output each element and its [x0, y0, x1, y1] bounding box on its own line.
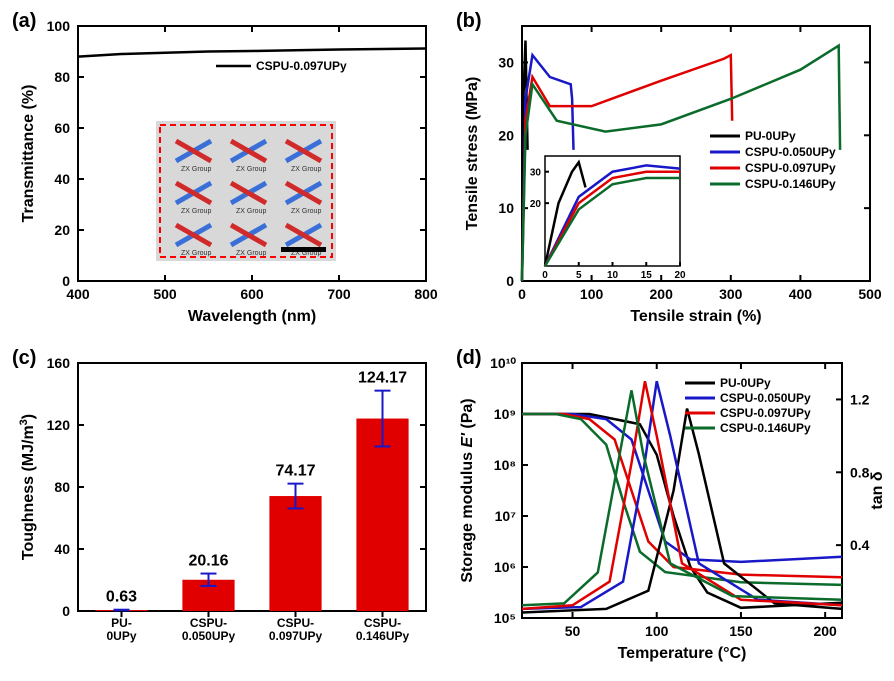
chart-b: 01002003004005000102030Tensile strain (%… — [450, 6, 890, 336]
panel-b: (b) 01002003004005000102030Tensile strai… — [450, 6, 890, 339]
svg-text:ZX Group: ZX Group — [236, 250, 266, 257]
svg-text:CSPU-0.050UPy: CSPU-0.050UPy — [720, 391, 811, 405]
svg-text:tan δ: tan δ — [869, 471, 886, 509]
svg-text:500: 500 — [858, 286, 882, 302]
svg-text:Storage modulus E' (Pa): Storage modulus E' (Pa) — [459, 398, 476, 582]
svg-text:120: 120 — [47, 417, 71, 433]
svg-text:0: 0 — [62, 273, 70, 289]
panel-a: (a) 400500600700800020406080100Wavelengt… — [6, 6, 446, 339]
svg-text:10⁹: 10⁹ — [494, 406, 516, 422]
svg-text:ZX Group: ZX Group — [181, 208, 211, 215]
svg-text:CSPU-0.097UPy: CSPU-0.097UPy — [720, 406, 811, 420]
svg-text:0: 0 — [62, 603, 70, 619]
svg-text:30: 30 — [498, 54, 514, 70]
svg-text:10⁶: 10⁶ — [494, 559, 516, 575]
svg-text:ZX Group: ZX Group — [236, 208, 266, 215]
svg-text:0.8: 0.8 — [850, 464, 870, 480]
svg-text:600: 600 — [240, 286, 264, 302]
svg-text:10⁸: 10⁸ — [494, 457, 516, 473]
svg-text:10¹⁰: 10¹⁰ — [490, 355, 516, 371]
svg-text:74.17: 74.17 — [275, 462, 315, 479]
chart-c: 0 40 80 120 160 Toughness (MJ/m3) 0.63 PU-0UPy 2… — [6, 343, 446, 673]
svg-text:0.63: 0.63 — [106, 588, 137, 605]
svg-text:40: 40 — [54, 541, 70, 557]
panel-a-label: (a) — [12, 10, 36, 33]
svg-text:CSPU-: CSPU- — [277, 616, 314, 630]
svg-text:5: 5 — [576, 270, 582, 281]
svg-text:Temperature (°C): Temperature (°C) — [618, 645, 747, 662]
svg-text:20: 20 — [674, 270, 686, 281]
panel-d-label: (d) — [456, 347, 482, 370]
svg-text:20: 20 — [498, 127, 514, 143]
svg-text:80: 80 — [54, 69, 70, 85]
svg-text:100: 100 — [580, 286, 604, 302]
svg-text:60: 60 — [54, 120, 70, 136]
svg-text:10⁵: 10⁵ — [494, 610, 516, 626]
svg-text:10: 10 — [607, 270, 619, 281]
panel-c-label: (c) — [12, 347, 36, 370]
svg-text:100: 100 — [645, 623, 669, 639]
svg-text:800: 800 — [414, 286, 438, 302]
svg-text:20.16: 20.16 — [188, 552, 228, 569]
svg-text:15: 15 — [641, 270, 653, 281]
svg-text:150: 150 — [729, 623, 753, 639]
svg-text:0.146UPy: 0.146UPy — [356, 629, 410, 643]
figure-grid: (a) 400500600700800020406080100Wavelengt… — [0, 0, 894, 681]
svg-text:CSPU-: CSPU- — [190, 616, 227, 630]
svg-text:0UPy: 0UPy — [106, 629, 136, 643]
svg-text:CSPU-0.146UPy: CSPU-0.146UPy — [745, 177, 836, 191]
svg-text:CSPU-0.050UPy: CSPU-0.050UPy — [745, 145, 836, 159]
svg-text:0.4: 0.4 — [850, 537, 870, 553]
chart-d: 50 100 150 200 10⁵ 10⁶ 10⁷ 10⁸ 10⁹ 10¹⁰ 0.4 0.8 1.2 T… — [450, 343, 890, 673]
svg-text:ZX Group: ZX Group — [181, 166, 211, 173]
svg-text:200: 200 — [813, 623, 837, 639]
svg-text:ZX Group: ZX Group — [181, 250, 211, 257]
svg-text:50: 50 — [565, 623, 581, 639]
svg-text:0: 0 — [506, 273, 514, 289]
svg-text:0.050UPy: 0.050UPy — [182, 629, 236, 643]
svg-text:10: 10 — [498, 200, 514, 216]
svg-text:0: 0 — [542, 270, 548, 281]
svg-text:CSPU-: CSPU- — [364, 616, 401, 630]
panel-d: (d) 50 100 150 200 10⁵ 10⁶ 10⁷ 10⁸ 10⁹ 10¹⁰ 0.4 0.8… — [450, 343, 890, 676]
svg-text:0: 0 — [518, 286, 526, 302]
svg-text:1.2: 1.2 — [850, 391, 870, 407]
svg-text:160: 160 — [47, 355, 71, 371]
svg-text:200: 200 — [650, 286, 674, 302]
svg-text:CSPU-0.097UPy: CSPU-0.097UPy — [256, 59, 347, 73]
svg-text:700: 700 — [327, 286, 351, 302]
svg-text:300: 300 — [719, 286, 743, 302]
svg-text:Wavelength (nm): Wavelength (nm) — [188, 308, 316, 325]
chart-a: 400500600700800020406080100Wavelength (n… — [6, 6, 446, 336]
panel-b-label: (b) — [456, 10, 482, 33]
svg-text:CSPU-0.146UPy: CSPU-0.146UPy — [720, 421, 811, 435]
svg-text:ZX Group: ZX Group — [291, 166, 321, 173]
svg-text:ZX Group: ZX Group — [291, 208, 321, 215]
svg-text:100: 100 — [47, 18, 71, 34]
svg-text:Transmittance (%): Transmittance (%) — [20, 85, 37, 223]
svg-text:124.17: 124.17 — [358, 369, 407, 386]
panel-c: (c) 04080120160Toughness (MJ/m3)0.63PU-0… — [6, 343, 446, 676]
svg-text:10⁷: 10⁷ — [495, 508, 517, 524]
svg-text:20: 20 — [530, 199, 542, 210]
svg-text:ZX Group: ZX Group — [236, 166, 266, 173]
svg-text:PU-: PU- — [111, 616, 132, 630]
svg-text:Tensile strain (%): Tensile strain (%) — [630, 308, 761, 325]
svg-text:PU-0UPy: PU-0UPy — [720, 376, 771, 390]
svg-text:400: 400 — [789, 286, 813, 302]
svg-text:0.097UPy: 0.097UPy — [269, 629, 323, 643]
svg-text:Tensile stress (MPa): Tensile stress (MPa) — [464, 77, 481, 231]
svg-text:40: 40 — [54, 171, 70, 187]
svg-text:Toughness (MJ/m3): Toughness (MJ/m3) — [18, 413, 37, 559]
svg-text:CSPU-0.097UPy: CSPU-0.097UPy — [745, 161, 836, 175]
svg-text:80: 80 — [54, 479, 70, 495]
svg-text:500: 500 — [153, 286, 177, 302]
svg-text:30: 30 — [530, 168, 542, 179]
svg-text:20: 20 — [54, 222, 70, 238]
svg-text:PU-0UPy: PU-0UPy — [745, 129, 796, 143]
